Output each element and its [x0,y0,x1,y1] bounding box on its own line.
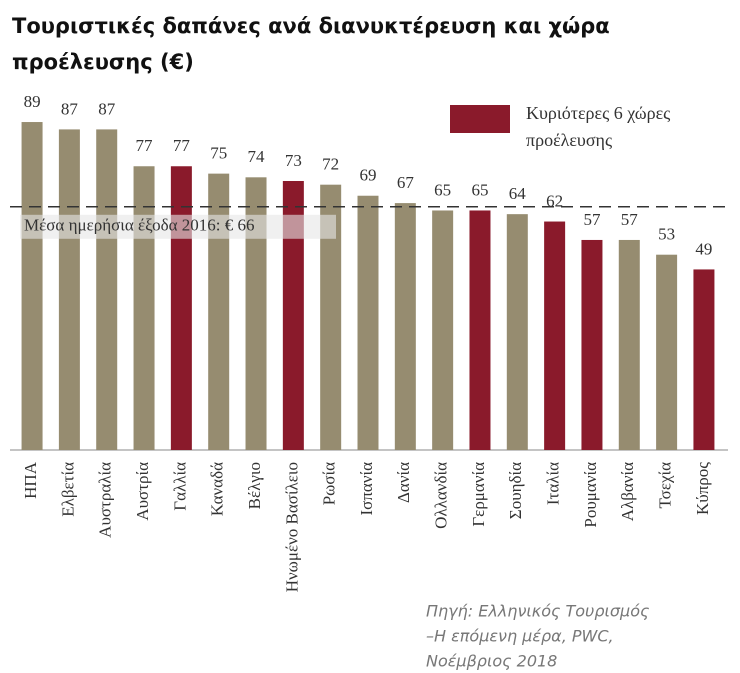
value-label: 77 [136,136,154,155]
bar [170,166,192,450]
x-tick-label: Γερμανία [469,462,488,527]
bar [357,195,379,450]
x-tick-label: Γαλλία [170,462,189,511]
x-tick-label: Αυστρία [133,462,152,521]
value-label: 57 [583,210,601,229]
annotation-background [20,214,336,239]
bar [282,180,304,450]
value-label: 87 [61,99,79,118]
value-label: 73 [285,151,302,170]
value-label: 49 [695,239,712,258]
bar [96,129,118,450]
value-label: 57 [621,210,639,229]
annotation: Μέσα ημερήσια έξοδα 2016: € 66 [24,216,254,235]
value-label: 65 [434,180,451,199]
x-tick-label: Ρωσία [320,462,339,505]
source-note: Νοέμβριος 2018 [426,652,557,671]
value-label: 75 [210,144,227,163]
bar [656,254,678,450]
x-tick-label: Ισπανία [357,462,376,516]
bar [320,184,342,450]
legend-swatch [450,105,510,133]
x-tick-label: Δανία [394,462,413,503]
source-note: Πηγή: Ελληνικός Τουρισμός [426,602,649,621]
x-tick-label: Ολλανδία [432,462,451,529]
legend-label: Κυριότερες 6 χώρες προέλευσης [526,103,671,150]
x-tick-label: Αλβανία [618,462,637,521]
value-label: 74 [248,147,266,166]
chart-title: Τουριστικές δαπάνες ανά διανυκτέρευση κα… [12,14,610,74]
bar [208,173,230,450]
x-tick-label: Καναδά [208,462,227,516]
bar [693,269,715,450]
bar [469,210,491,450]
x-tick-label: Ρουμανία [581,462,600,528]
bar [506,214,528,450]
bar [133,166,155,450]
x-tick-label: Σουηδία [506,462,525,519]
value-label: 77 [173,136,191,155]
value-label: 69 [360,166,377,185]
bar [394,203,416,450]
x-tick-label: Κύπρος [693,462,712,515]
value-label: 67 [397,173,415,192]
x-tick-label: Ηνωμένο Βασίλειο [282,462,301,592]
x-tick-label: Ελβετία [58,462,77,517]
value-label: 64 [509,184,527,203]
source-note: –Η επόμενη μέρα, PWC, [426,627,614,646]
value-label: 65 [471,180,488,199]
bar [544,221,566,450]
bar [581,239,603,450]
value-label: 53 [658,225,675,244]
bar [432,210,454,450]
value-label: 87 [98,99,116,118]
value-label: 72 [322,155,339,174]
value-label: 62 [546,191,563,210]
bar [618,239,640,450]
x-tick-label: Αυστραλία [96,462,115,538]
value-label: 89 [24,92,41,111]
x-tick-label: Τσεχία [656,462,675,509]
x-tick-label: ΗΠΑ [21,461,40,499]
bar [21,122,43,450]
x-tick-label: Ιταλία [544,462,563,505]
x-tick-label: Βέλγιο [245,462,264,509]
bar [58,129,80,450]
bar [245,177,267,450]
